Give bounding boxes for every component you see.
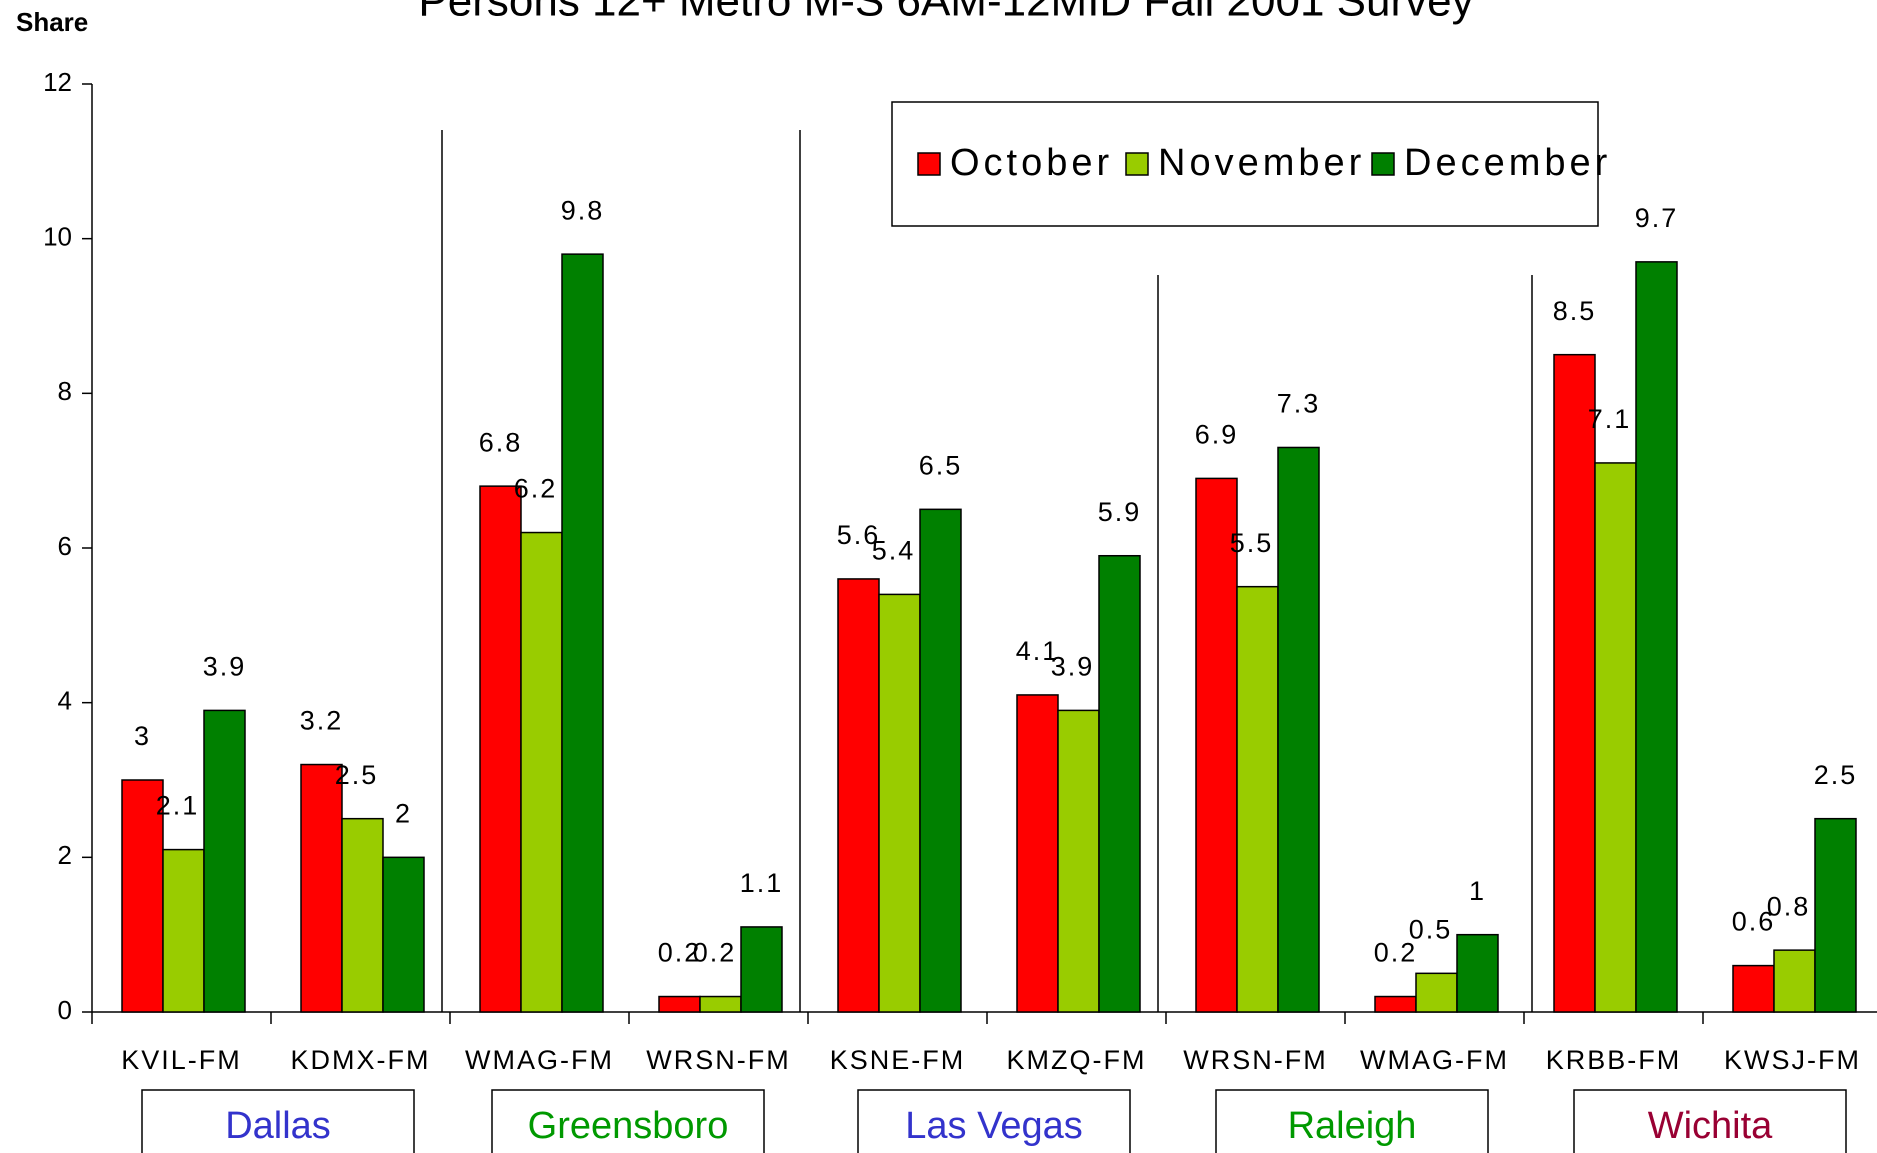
bar <box>162 848 205 1013</box>
value-label: 6.8 <box>479 427 523 457</box>
value-label: 3 <box>134 721 151 751</box>
group-label: Raleigh <box>1288 1105 1417 1147</box>
x-tick-label: KMZQ-FM <box>1007 1045 1147 1075</box>
value-label: 5.4 <box>872 536 916 566</box>
value-label: 7.1 <box>1588 404 1632 434</box>
group-label: Dallas <box>225 1105 331 1147</box>
value-label: 1.1 <box>740 868 784 898</box>
value-label: 0.2 <box>1374 938 1418 968</box>
value-label: 3.9 <box>203 652 247 682</box>
group-label: Las Vegas <box>905 1105 1082 1147</box>
group-box <box>1215 1089 1489 1153</box>
value-label: 6.5 <box>919 450 963 480</box>
bar <box>382 856 425 1013</box>
value-label: 2.5 <box>335 760 379 790</box>
group-box <box>857 1089 1131 1153</box>
legend-label: December <box>1404 142 1611 184</box>
bar <box>561 253 604 1013</box>
value-label: 5.6 <box>837 520 881 550</box>
value-label: 3.2 <box>300 706 344 736</box>
bar <box>1277 446 1320 1013</box>
y-tick-label: 10 <box>43 222 72 252</box>
bar <box>1814 817 1857 1013</box>
bar <box>1635 261 1678 1013</box>
bar <box>1553 353 1596 1013</box>
chart-title: Persons 12+ Metro M-S 6AM-12MID Fall 200… <box>418 0 1473 26</box>
group-box <box>141 1089 415 1153</box>
value-label: 7.3 <box>1277 389 1321 419</box>
y-tick-label: 6 <box>58 531 72 561</box>
bar <box>1195 477 1238 1013</box>
bar <box>878 593 921 1013</box>
y-tick-label: 2 <box>58 840 72 870</box>
legend-label: October <box>950 142 1113 184</box>
bar <box>740 926 783 1013</box>
value-label: 9.7 <box>1635 203 1679 233</box>
bar <box>1456 933 1499 1013</box>
bar <box>1016 694 1059 1013</box>
value-label: 6.2 <box>514 474 558 504</box>
bar <box>300 763 343 1013</box>
value-label: 2.5 <box>1814 760 1858 790</box>
bar <box>1732 964 1775 1013</box>
x-tick-label: WRSN-FM <box>646 1045 790 1075</box>
y-tick-label: 4 <box>58 686 72 716</box>
legend-swatch <box>1125 152 1149 176</box>
value-label: 0.5 <box>1409 914 1453 944</box>
group-label: Wichita <box>1648 1105 1773 1147</box>
bar <box>520 531 563 1013</box>
bar <box>1594 462 1637 1013</box>
bar <box>203 709 246 1013</box>
value-label: 5.5 <box>1230 528 1274 558</box>
bar <box>699 995 742 1013</box>
bar <box>837 578 880 1013</box>
x-tick-label: KWSJ-FM <box>1724 1045 1861 1075</box>
x-tick-label: KVIL-FM <box>121 1045 242 1075</box>
legend-box <box>891 101 1599 227</box>
group-box <box>491 1089 765 1153</box>
bar <box>1098 554 1141 1013</box>
bar <box>1374 995 1417 1013</box>
bar <box>1773 949 1816 1013</box>
value-label: 2.1 <box>156 791 200 821</box>
value-label: 3.9 <box>1051 652 1095 682</box>
bar <box>479 485 522 1013</box>
legend-swatch <box>1371 152 1395 176</box>
value-label: 6.9 <box>1195 420 1239 450</box>
value-label: 5.9 <box>1098 497 1142 527</box>
value-label: 4.1 <box>1016 636 1060 666</box>
value-label: 2 <box>395 798 412 828</box>
legend-swatch <box>917 152 941 176</box>
bar <box>1236 585 1279 1013</box>
value-label: 8.5 <box>1553 296 1597 326</box>
x-tick-label: KRBB-FM <box>1546 1045 1682 1075</box>
bar <box>1415 972 1458 1013</box>
value-label: 1 <box>1469 876 1486 906</box>
x-tick-label: WRSN-FM <box>1183 1045 1327 1075</box>
y-tick-label: 0 <box>58 995 72 1025</box>
bar <box>121 779 164 1013</box>
y-axis-label: Share <box>16 7 88 37</box>
y-tick-label: 8 <box>58 376 72 406</box>
x-tick-label: WMAG-FM <box>1360 1045 1509 1075</box>
value-label: 0.2 <box>658 938 702 968</box>
x-tick-label: KDMX-FM <box>291 1045 431 1075</box>
value-label: 0.8 <box>1767 891 1811 921</box>
value-label: 0.2 <box>693 938 737 968</box>
bar <box>341 817 384 1013</box>
group-label: Greensboro <box>528 1105 729 1147</box>
value-label: 0.6 <box>1732 907 1776 937</box>
bar <box>658 995 701 1013</box>
legend-label: November <box>1158 142 1365 184</box>
x-tick-label: WMAG-FM <box>465 1045 614 1075</box>
bar <box>919 508 962 1013</box>
group-box <box>1573 1089 1847 1153</box>
value-label: 9.8 <box>561 195 605 225</box>
y-tick-label: 12 <box>43 67 72 97</box>
x-tick-label: KSNE-FM <box>830 1045 966 1075</box>
bar <box>1057 709 1100 1013</box>
